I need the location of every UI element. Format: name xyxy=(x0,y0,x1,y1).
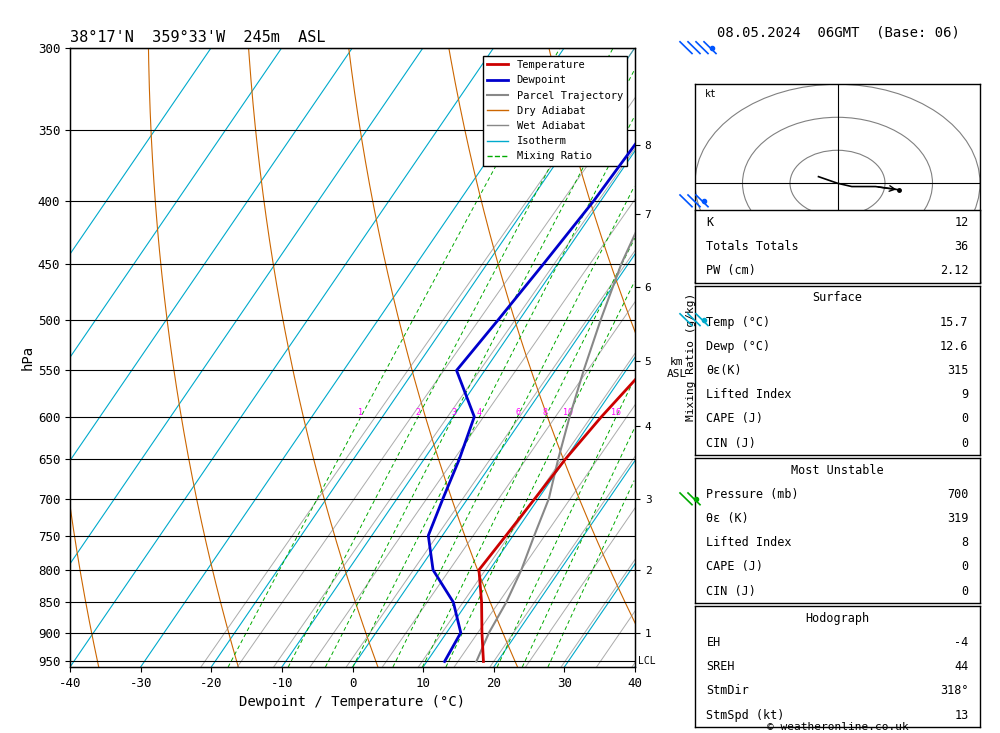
Text: 319: 319 xyxy=(947,512,969,525)
Text: 12.6: 12.6 xyxy=(940,340,969,353)
Text: PW (cm): PW (cm) xyxy=(706,265,756,277)
Text: CIN (J): CIN (J) xyxy=(706,585,756,597)
Text: 0: 0 xyxy=(961,585,969,597)
Text: 12: 12 xyxy=(954,216,969,229)
Text: CAPE (J): CAPE (J) xyxy=(706,561,763,573)
Text: 0: 0 xyxy=(961,413,969,425)
Text: kt: kt xyxy=(704,89,716,100)
X-axis label: Dewpoint / Temperature (°C): Dewpoint / Temperature (°C) xyxy=(239,696,466,710)
Y-axis label: km
ASL: km ASL xyxy=(666,358,687,379)
Text: Mixing Ratio (g/kg): Mixing Ratio (g/kg) xyxy=(686,293,696,421)
Text: SREH: SREH xyxy=(706,660,735,673)
Text: 16: 16 xyxy=(611,408,621,417)
Text: Most Unstable: Most Unstable xyxy=(791,464,884,476)
Text: 4: 4 xyxy=(477,408,482,417)
Text: Lifted Index: Lifted Index xyxy=(706,537,792,549)
Text: 38°17'N  359°33'W  245m  ASL: 38°17'N 359°33'W 245m ASL xyxy=(70,30,326,45)
Text: θε (K): θε (K) xyxy=(706,512,749,525)
Text: 13: 13 xyxy=(954,709,969,721)
Text: 3: 3 xyxy=(451,408,456,417)
Text: Temp (°C): Temp (°C) xyxy=(706,316,771,328)
Text: Dewp (°C): Dewp (°C) xyxy=(706,340,771,353)
Text: Surface: Surface xyxy=(813,292,862,304)
Text: 2.12: 2.12 xyxy=(940,265,969,277)
Text: 44: 44 xyxy=(954,660,969,673)
Text: EH: EH xyxy=(706,636,721,649)
Text: CIN (J): CIN (J) xyxy=(706,437,756,449)
Text: Hodograph: Hodograph xyxy=(805,612,870,625)
Text: Totals Totals: Totals Totals xyxy=(706,240,799,253)
Text: 0: 0 xyxy=(961,561,969,573)
Text: 36: 36 xyxy=(954,240,969,253)
Text: 08.05.2024  06GMT  (Base: 06): 08.05.2024 06GMT (Base: 06) xyxy=(717,26,959,40)
Text: 2: 2 xyxy=(416,408,421,417)
Text: 10: 10 xyxy=(563,408,573,417)
Text: 1: 1 xyxy=(358,408,363,417)
Text: K: K xyxy=(706,216,714,229)
Text: 700: 700 xyxy=(947,488,969,501)
Text: 6: 6 xyxy=(515,408,520,417)
Text: © weatheronline.co.uk: © weatheronline.co.uk xyxy=(767,721,909,732)
Text: 15.7: 15.7 xyxy=(940,316,969,328)
Text: LCL: LCL xyxy=(638,657,655,666)
Legend: Temperature, Dewpoint, Parcel Trajectory, Dry Adiabat, Wet Adiabat, Isotherm, Mi: Temperature, Dewpoint, Parcel Trajectory… xyxy=(483,56,627,166)
Text: 318°: 318° xyxy=(940,685,969,697)
Text: 8: 8 xyxy=(961,537,969,549)
Text: Pressure (mb): Pressure (mb) xyxy=(706,488,799,501)
Text: 0: 0 xyxy=(961,437,969,449)
Text: StmDir: StmDir xyxy=(706,685,749,697)
Text: 8: 8 xyxy=(543,408,548,417)
Text: -4: -4 xyxy=(954,636,969,649)
Text: 315: 315 xyxy=(947,364,969,377)
Text: CAPE (J): CAPE (J) xyxy=(706,413,763,425)
Text: Lifted Index: Lifted Index xyxy=(706,388,792,401)
Text: StmSpd (kt): StmSpd (kt) xyxy=(706,709,785,721)
Text: 9: 9 xyxy=(961,388,969,401)
Text: θε(K): θε(K) xyxy=(706,364,742,377)
Y-axis label: hPa: hPa xyxy=(21,345,35,370)
